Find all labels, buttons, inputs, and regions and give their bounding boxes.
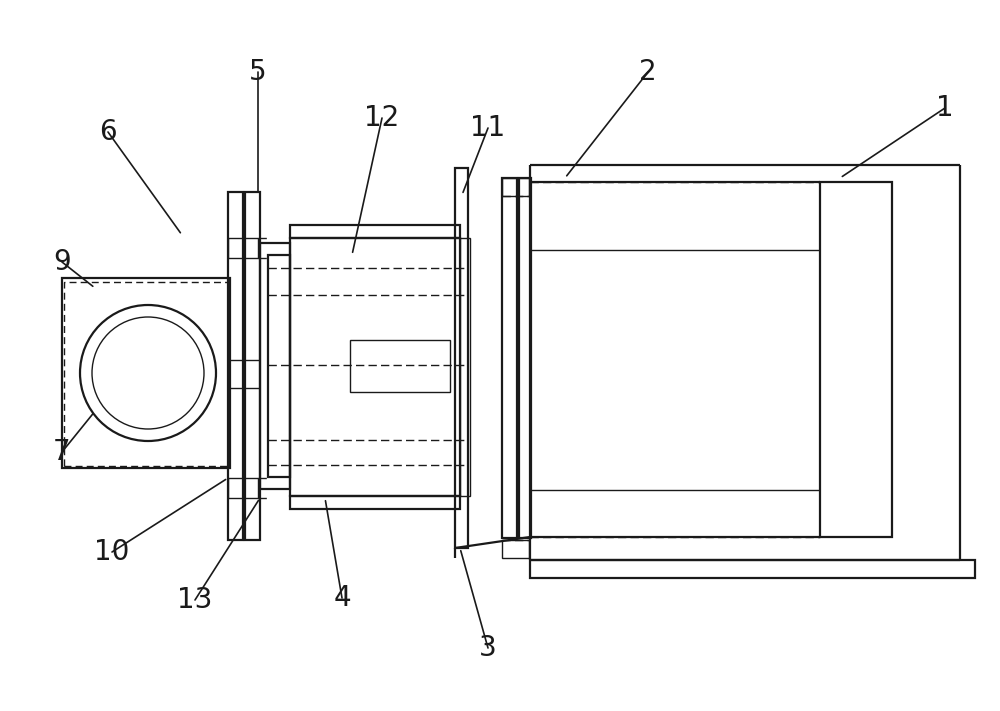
Circle shape — [92, 317, 204, 429]
Bar — [64, 282, 228, 466]
Bar — [290, 225, 460, 238]
Text: 4: 4 — [333, 584, 351, 612]
Bar — [502, 178, 529, 196]
Text: 9: 9 — [53, 248, 71, 276]
Bar — [530, 560, 975, 578]
Bar — [455, 168, 468, 548]
Bar — [228, 192, 243, 540]
Text: 3: 3 — [479, 634, 497, 662]
Bar — [228, 478, 258, 498]
Bar — [268, 255, 290, 477]
Text: 12: 12 — [364, 104, 400, 132]
Bar — [290, 238, 460, 496]
Bar — [502, 540, 529, 558]
Text: 6: 6 — [99, 118, 117, 146]
Text: 10: 10 — [94, 538, 130, 566]
Text: 7: 7 — [53, 438, 71, 466]
Circle shape — [80, 305, 216, 441]
Bar — [245, 192, 260, 540]
Text: 2: 2 — [639, 58, 657, 86]
Text: 13: 13 — [177, 586, 213, 614]
Bar — [820, 182, 892, 537]
Bar — [350, 340, 450, 392]
Bar — [460, 238, 470, 496]
Bar — [260, 243, 290, 489]
Bar — [228, 238, 258, 258]
Text: 11: 11 — [470, 114, 506, 142]
Bar — [519, 178, 531, 538]
Text: 5: 5 — [249, 58, 267, 86]
Bar — [62, 278, 230, 468]
Bar — [290, 496, 460, 509]
Bar — [502, 178, 517, 538]
Text: 1: 1 — [936, 94, 954, 122]
